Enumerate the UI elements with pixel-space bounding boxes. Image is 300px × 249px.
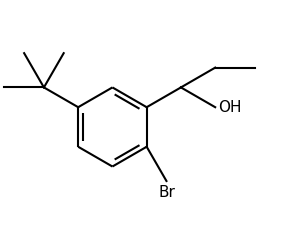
- Text: OH: OH: [218, 100, 242, 115]
- Text: Br: Br: [158, 185, 175, 200]
